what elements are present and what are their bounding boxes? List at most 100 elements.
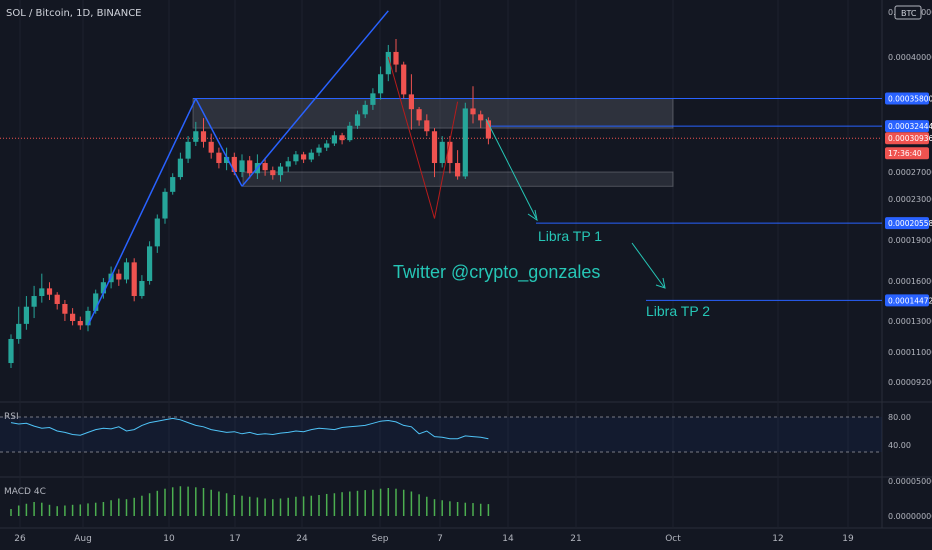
candle-body xyxy=(139,281,145,297)
candle-body xyxy=(439,141,445,164)
time-tick-label: 12 xyxy=(772,534,783,544)
price-tag-label: 0.00035800 xyxy=(888,95,932,104)
price-tick-label: 0.00013000 xyxy=(888,317,932,326)
time-tick-label: 7 xyxy=(437,534,443,544)
rsi-tick: 40.00 xyxy=(888,441,911,450)
resistance-zone xyxy=(192,98,674,129)
time-tick-label: 24 xyxy=(296,534,308,544)
candle-body xyxy=(455,163,461,177)
price-tag-label: 17:36:40 xyxy=(888,149,922,158)
macd-tick: 0.00000000 xyxy=(888,512,932,521)
price-tick-label: 0.00011000 xyxy=(888,348,932,357)
candle-body xyxy=(277,166,284,176)
price-tag xyxy=(885,120,929,133)
arrow-head xyxy=(527,209,538,222)
libra-tp2-label: Libra TP 2 xyxy=(646,303,711,319)
candle-body xyxy=(424,120,430,132)
candle-body xyxy=(262,163,268,171)
rsi-band xyxy=(0,417,882,452)
rsi-tick: 80.00 xyxy=(888,413,911,422)
projection-arrow xyxy=(485,118,537,219)
macd-label: MACD 4C xyxy=(4,487,46,497)
candle-body xyxy=(177,158,183,178)
candle-body xyxy=(247,160,253,174)
candle-body xyxy=(301,154,307,160)
candle-body xyxy=(170,177,176,192)
candle-body xyxy=(393,51,399,65)
candle-body xyxy=(39,288,45,297)
time-tick-label: 17 xyxy=(229,534,240,544)
price-axis: 0.000450000.000400000.000270000.00023000… xyxy=(885,5,932,521)
pattern-line xyxy=(241,10,389,187)
price-tag-label: 0.00032444 xyxy=(888,122,932,131)
time-axis: 26 Aug 10 17 24 Sep 7 14 21 Oct 12 19 xyxy=(14,534,854,544)
time-tick-label: 10 xyxy=(163,534,175,544)
candle-body xyxy=(85,310,91,326)
candle-body xyxy=(285,161,291,167)
candle-body xyxy=(239,160,245,172)
time-tick-label: 19 xyxy=(842,534,854,544)
price-tag xyxy=(885,132,929,145)
candle-body xyxy=(200,131,207,142)
candle-body xyxy=(62,303,68,314)
candle-body xyxy=(131,262,137,297)
candle-body xyxy=(308,152,314,160)
candle-body xyxy=(154,218,160,247)
macd-tick: 0.00005000 xyxy=(888,477,932,486)
candle-body xyxy=(185,141,191,159)
price-tag xyxy=(885,217,929,230)
candle-body xyxy=(16,323,22,339)
rsi-line xyxy=(10,417,489,440)
currency-label: BTC xyxy=(901,9,917,18)
candle-body xyxy=(378,74,384,94)
candle-body xyxy=(293,154,299,162)
price-tag-label: 0.00020558 xyxy=(888,219,932,228)
rsi-pane xyxy=(0,416,882,453)
symbol-title: SOL / Bitcoin, 1D, BINANCE xyxy=(6,8,142,19)
candles xyxy=(8,39,491,369)
candle-body xyxy=(354,114,361,126)
candle-body xyxy=(431,131,438,164)
red-pattern-line xyxy=(387,56,459,219)
candle-body xyxy=(46,288,53,295)
candle-body xyxy=(324,143,330,148)
candle-body xyxy=(123,262,130,280)
candle-body xyxy=(416,109,422,121)
currency-badge xyxy=(894,5,922,20)
candle-body xyxy=(224,156,230,164)
libra-tp1-label: Libra TP 1 xyxy=(538,228,603,244)
rsi-label: RSI xyxy=(4,412,19,422)
price-tag xyxy=(885,147,929,160)
candle-body xyxy=(270,170,276,176)
projection-arrow xyxy=(631,242,665,288)
time-tick-label: Sep xyxy=(372,534,389,544)
price-tick-label: 0.00023000 xyxy=(888,195,932,204)
candle-body xyxy=(77,321,83,326)
candle-body xyxy=(208,141,214,153)
time-tick-label: 26 xyxy=(14,534,26,544)
candle-body xyxy=(70,313,76,321)
candle-body xyxy=(231,156,237,172)
candle-body xyxy=(116,273,122,280)
grid xyxy=(0,0,932,529)
candle-body xyxy=(447,141,453,164)
candle-body xyxy=(216,152,222,164)
candle-body xyxy=(470,108,476,115)
arrow-head xyxy=(655,277,666,289)
candle-body xyxy=(370,93,376,105)
candle-body xyxy=(339,135,345,141)
price-tag-label: 0.00030936 xyxy=(888,134,932,143)
price-tag xyxy=(885,92,929,105)
candle-body xyxy=(485,120,491,139)
candle-body xyxy=(347,125,353,141)
drawings xyxy=(87,10,666,326)
candle-body xyxy=(147,246,153,281)
candle-body xyxy=(316,147,322,153)
price-tag xyxy=(885,294,929,307)
pattern-line xyxy=(87,98,197,326)
candle-body xyxy=(385,51,391,75)
candle-body xyxy=(23,306,29,324)
price-tick-label: 0.00019000 xyxy=(888,236,932,245)
price-tick-label: 0.00040000 xyxy=(888,53,932,62)
